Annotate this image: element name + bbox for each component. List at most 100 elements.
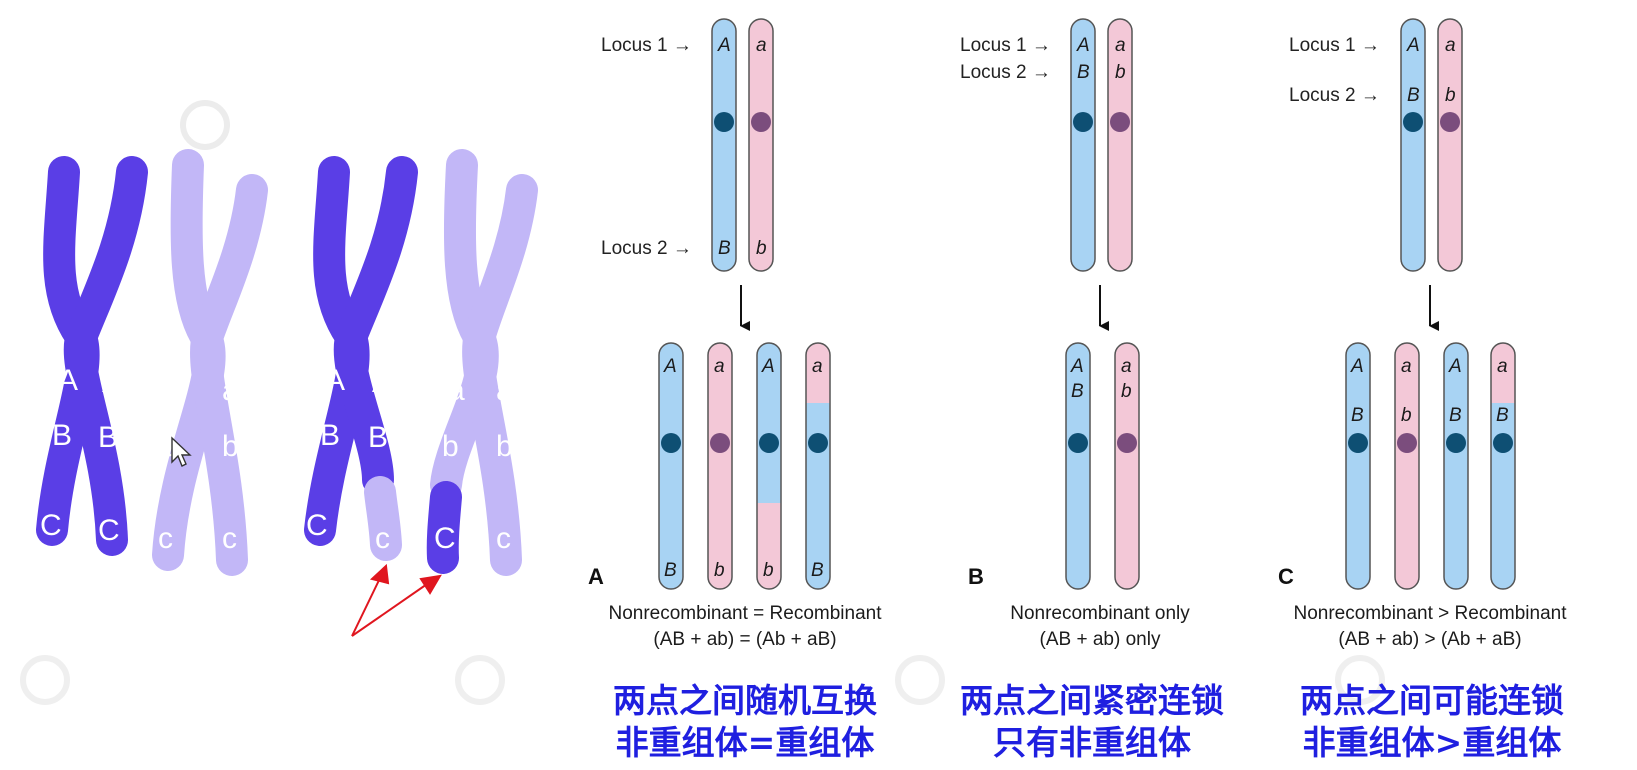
allele-label: b: [1115, 62, 1126, 83]
light-chromosome-1: [152, 149, 268, 576]
light-chromosome-2: [364, 149, 538, 576]
allele-label: B: [718, 238, 731, 259]
panel-a: Locus 1 → Locus 2 → A B a b A B a b A: [588, 18, 882, 762]
allele-label: c: [375, 522, 390, 555]
allele-label: B: [1407, 85, 1420, 106]
centromere: [1403, 112, 1423, 132]
allele-label: a: [1121, 356, 1132, 377]
centromere: [1068, 433, 1088, 453]
red-pointer-arrow-icon: [351, 563, 442, 637]
centromere: [1348, 433, 1368, 453]
parent-chromatid-pink: [1107, 18, 1133, 272]
allele-label: a: [448, 374, 465, 407]
panel-c: Locus 1 → Locus 2 → A B a b A B a b A B …: [1278, 18, 1567, 762]
allele-label: C: [98, 514, 120, 547]
locus-2-label: Locus 2 →: [601, 238, 692, 259]
offspring-chromatid: [757, 343, 781, 589]
allele-label: A: [1350, 356, 1364, 377]
centromere: [808, 433, 828, 453]
offspring-chromatid: [707, 342, 733, 590]
offspring-chromatid: [1491, 343, 1515, 589]
parent-chromatid-blue: [1070, 18, 1096, 272]
allele-label: B: [664, 560, 677, 581]
allele-label: A: [663, 356, 677, 377]
allele-label: B: [811, 560, 824, 581]
panel-b: Locus 1 → Locus 2 → A B a b A B a b B No…: [960, 18, 1224, 762]
allele-label: c: [158, 522, 173, 555]
watermark: [20, 100, 1385, 705]
allele-label: B: [52, 419, 72, 452]
allele-label: C: [306, 509, 328, 542]
caption-line-1: Nonrecombinant = Recombinant: [608, 603, 882, 624]
allele-label: A: [102, 366, 122, 399]
allele-label: B: [1351, 405, 1364, 426]
chromatid-outline: [756, 342, 782, 590]
locus-2-label: Locus 2 →: [960, 62, 1051, 83]
centromere: [1073, 112, 1093, 132]
allele-label: B: [368, 421, 388, 454]
panel-letter: A: [588, 564, 604, 589]
allele-label: b: [714, 560, 725, 581]
parent-chromatid-pink: [748, 18, 774, 272]
parent-chromatid-pink: [1437, 18, 1463, 272]
allele-label: B: [98, 421, 118, 454]
centromere: [1397, 433, 1417, 453]
allele-label: b: [763, 560, 774, 581]
locus-1-label: Locus 1 →: [601, 35, 692, 56]
centromere: [1110, 112, 1130, 132]
allele-label: a: [756, 35, 767, 56]
chinese-caption-line-2: 非重组体>重组体: [1303, 723, 1562, 762]
centromere: [1117, 433, 1137, 453]
allele-label: a: [164, 374, 181, 407]
allele-label: C: [434, 522, 456, 555]
chromatid-outline: [1490, 342, 1516, 590]
panel-letter: C: [1278, 564, 1294, 589]
allele-label: b: [756, 238, 767, 259]
allele-label: B: [1071, 381, 1084, 402]
chromatid-outline: [805, 342, 831, 590]
allele-label: A: [372, 366, 392, 399]
allele-label: a: [714, 356, 725, 377]
locus-2-label: Locus 2 →: [1289, 85, 1380, 106]
allele-label: a: [812, 356, 823, 377]
offspring-chromatid: [1065, 342, 1091, 590]
chinese-caption-line-2: 非重组体=重组体: [616, 723, 875, 762]
caption-line-2: (AB + ab) > (Ab + aB): [1338, 629, 1521, 650]
chinese-caption-line-2: 只有非重组体: [993, 723, 1191, 762]
centromere: [751, 112, 771, 132]
dark-chromosome-2: [304, 156, 418, 546]
left-chromosome-illustration: A B C A B C a b c a b c A B C A B c a b …: [36, 149, 538, 637]
centromere: [710, 433, 730, 453]
chinese-caption-line-1: 两点之间随机互换: [613, 681, 877, 720]
offspring-chromatid: [1345, 342, 1371, 590]
offspring-chromatid: [658, 342, 684, 590]
caption-line-1: Nonrecombinant > Recombinant: [1293, 603, 1567, 624]
allele-label: A: [1070, 356, 1084, 377]
dark-chromosome-1: [36, 156, 148, 556]
allele-label: a: [1401, 356, 1412, 377]
centromere: [759, 433, 779, 453]
offspring-chromatid: [1114, 342, 1140, 590]
caption-line-1: Nonrecombinant only: [1010, 603, 1190, 624]
chinese-caption-line-1: 两点之间可能连锁: [1300, 681, 1564, 720]
allele-label: B: [1496, 405, 1509, 426]
allele-label: A: [717, 35, 731, 56]
crossover-segment: [426, 481, 462, 574]
allele-label: A: [1448, 356, 1462, 377]
allele-label: a: [496, 374, 513, 407]
allele-label: A: [761, 356, 775, 377]
panel-letter: B: [968, 564, 984, 589]
offspring-chromatid: [806, 343, 830, 589]
allele-label: b: [496, 430, 513, 463]
parent-chromatid-blue: [1400, 18, 1426, 272]
allele-label: a: [222, 374, 239, 407]
allele-label: C: [40, 509, 62, 542]
allele-label: b: [1445, 85, 1456, 106]
centromere: [714, 112, 734, 132]
allele-label: B: [1077, 62, 1090, 83]
allele-label: b: [442, 430, 459, 463]
allele-label: A: [1406, 35, 1420, 56]
cursor-icon: [171, 436, 192, 467]
offspring-chromatid: [1443, 342, 1469, 590]
allele-label: a: [1115, 35, 1126, 56]
